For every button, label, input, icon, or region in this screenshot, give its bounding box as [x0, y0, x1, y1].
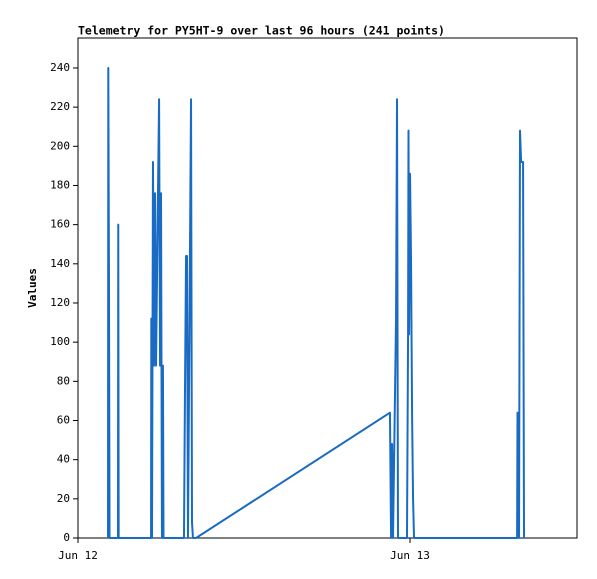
x-tick-label: Jun 12: [58, 549, 98, 562]
x-tick-label: Jun 13: [390, 549, 430, 562]
y-tick-label: 60: [57, 413, 70, 426]
y-tick-label: 100: [50, 335, 70, 348]
y-tick-label: 180: [50, 178, 70, 191]
y-tick-label: 120: [50, 296, 70, 309]
y-tick-label: 200: [50, 139, 70, 152]
y-axis-label: Values: [26, 268, 39, 308]
y-tick-label: 160: [50, 218, 70, 231]
y-tick-label: 40: [57, 453, 70, 466]
y-tick-label: 140: [50, 257, 70, 270]
y-tick-label: 0: [63, 531, 70, 544]
y-tick-label: 240: [50, 61, 70, 74]
y-tick-label: 20: [57, 492, 70, 505]
plot-frame: [77, 37, 578, 539]
chart-title: Telemetry for PY5HT-9 over last 96 hours…: [78, 24, 445, 38]
data-line: [107, 66, 526, 539]
y-tick-label: 220: [50, 100, 70, 113]
y-tick-label: 80: [57, 374, 70, 387]
